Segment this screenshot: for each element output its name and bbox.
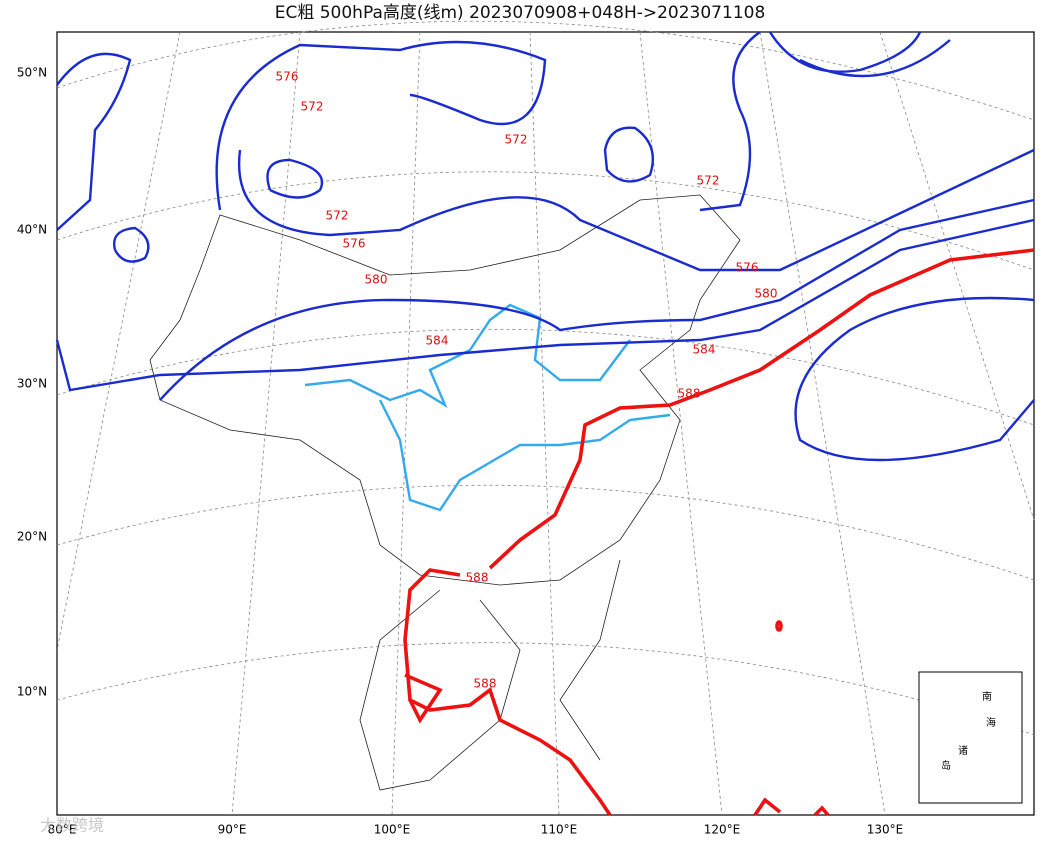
contour-label: 576 bbox=[343, 237, 366, 251]
lon-label: 110°E bbox=[541, 823, 578, 837]
contour-label: 572 bbox=[326, 209, 349, 223]
contour-label: 588 bbox=[474, 677, 497, 691]
contour-label: 584 bbox=[693, 343, 716, 357]
lon-label: 80°E bbox=[48, 823, 77, 837]
lon-label: 130°E bbox=[867, 823, 904, 837]
contour-label: 580 bbox=[365, 273, 388, 287]
lat-label: 30°N bbox=[17, 377, 47, 391]
contour-label: 588 bbox=[678, 387, 701, 401]
borders bbox=[149, 194, 741, 791]
contour-label: 588 bbox=[466, 571, 489, 585]
inset-label: 南 bbox=[982, 690, 992, 703]
contours-red bbox=[403, 248, 1035, 817]
map-frame bbox=[56, 31, 1035, 816]
inset-label: 海 bbox=[986, 716, 996, 729]
contour-label: 572 bbox=[505, 133, 528, 147]
lat-label: 40°N bbox=[17, 223, 47, 237]
inset-box bbox=[918, 671, 1023, 804]
lat-label: 50°N bbox=[17, 66, 47, 80]
watermark: 大数跨境 bbox=[40, 816, 104, 835]
inset-label: 诸 bbox=[958, 745, 968, 757]
lon-label: 100°E bbox=[374, 823, 411, 837]
map-title: EC粗 500hPa高度(线m) 2023070908+048H->202307… bbox=[275, 3, 766, 23]
contour-label: 576 bbox=[736, 261, 759, 275]
lat-label: 20°N bbox=[17, 530, 47, 544]
contour-label: 576 bbox=[276, 70, 299, 84]
inset-label: 岛 bbox=[941, 759, 951, 772]
contour-label: 572 bbox=[697, 174, 720, 188]
lat-label: 10°N bbox=[17, 685, 47, 699]
contour-label: 572 bbox=[301, 100, 324, 114]
contour-label: 580 bbox=[755, 287, 778, 301]
contours-blue bbox=[55, 31, 1035, 462]
rivers bbox=[304, 303, 671, 512]
lon-label: 120°E bbox=[704, 823, 741, 837]
contour-label: 584 bbox=[426, 334, 449, 348]
lon-label: 90°E bbox=[218, 823, 247, 837]
